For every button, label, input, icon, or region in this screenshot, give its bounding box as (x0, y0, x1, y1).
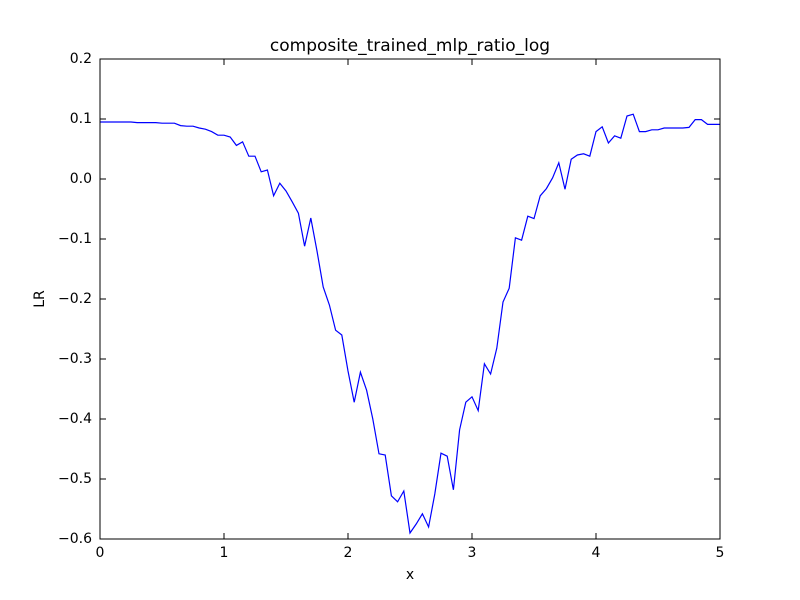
x-tick-label: 4 (592, 545, 601, 561)
x-tick-label: 5 (716, 545, 725, 561)
y-tick-label: −0.2 (58, 291, 92, 307)
y-tick-label: 0.0 (70, 171, 92, 187)
data-line (100, 113, 720, 535)
y-tick-label: 0.2 (70, 51, 92, 67)
y-tick-label: −0.3 (58, 351, 92, 367)
y-tick-label: −0.5 (58, 471, 92, 487)
x-tick-label: 0 (96, 545, 105, 561)
plot-frame (99, 58, 721, 540)
x-tick-label: 2 (344, 545, 353, 561)
y-axis-label: LR (32, 290, 48, 308)
x-tick-label: 3 (468, 545, 477, 561)
y-tick-label: −0.6 (58, 531, 92, 547)
y-tick-label: −0.1 (58, 231, 92, 247)
x-axis-label: x (406, 567, 414, 583)
chart-title: composite_trained_mlp_ratio_log (270, 36, 550, 56)
x-tick-label: 1 (220, 545, 229, 561)
y-tick-label: 0.1 (70, 111, 92, 127)
y-tick-label: −0.4 (58, 411, 92, 427)
